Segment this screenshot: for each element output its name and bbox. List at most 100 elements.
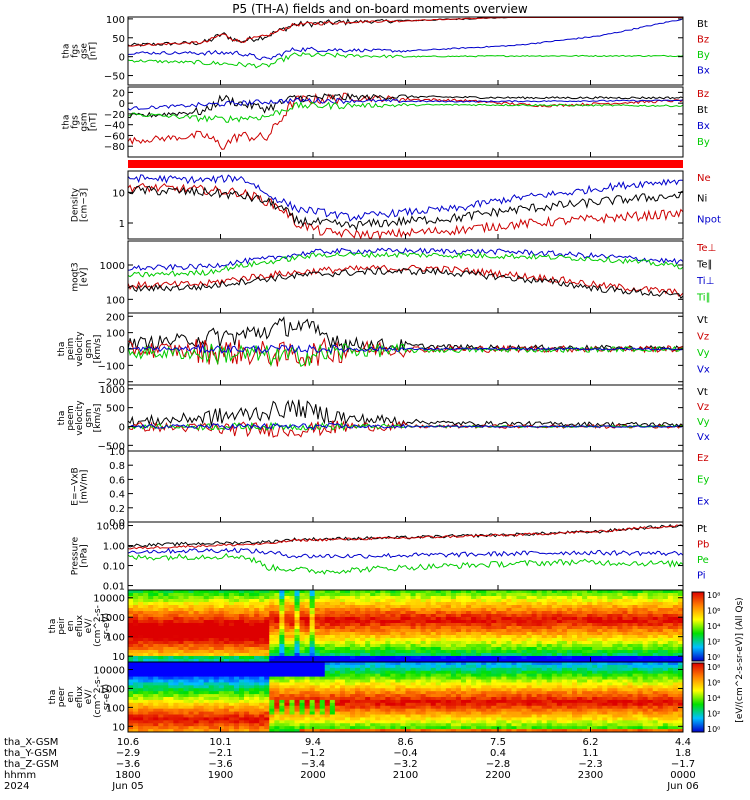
time-axis-hhmm-value: 2100 (393, 770, 418, 781)
colorbar-tick-bottom: 10⁸ (707, 663, 720, 672)
efield-frame (127, 450, 684, 523)
pressure-ytick-label: 10.00 (96, 522, 125, 533)
density-series-1 (127, 185, 684, 232)
peim_vel-ytick-label: 100 (106, 329, 125, 340)
colorbar-tick-bottom: 10² (707, 710, 720, 719)
peer_spec-ylabel-line: tha (48, 690, 58, 705)
colorbar: 10⁸10⁶10⁴10²10⁰10⁸10⁶10⁴10²10⁰[eV/(cm^2-… (691, 591, 745, 734)
fgs_gsm-legend-3: By (697, 137, 710, 148)
peim_vel-series-3 (127, 343, 684, 355)
colorbar-label: [eV/(cm^2-s-sr-eV)] (All Qs) (735, 597, 745, 722)
time-axis-hhmm-value: 2000 (300, 770, 325, 781)
panel-peem_vel: Vt Vz Vy Vx 1000 500 0 −500 tha peem velocity gsm [k… (57, 384, 710, 452)
efield-ytick-label: 1.0 (109, 447, 125, 458)
time-axis-hhmm-value: 2300 (578, 770, 603, 781)
temps-ylabel-line: [eV] (80, 268, 90, 287)
peer_spec-ytick-label: 100 (106, 703, 125, 714)
peir_spec-ylabel-line: en (66, 620, 76, 631)
peim_vel-ylabel-line: gsm (84, 339, 94, 358)
peim_vel-legend-2: Vy (697, 348, 710, 359)
pressure-legend-1: Pb (697, 540, 709, 551)
peem_vel-ytick-label: −500 (98, 441, 125, 452)
fgs_gse-ytick-label: −50 (104, 72, 125, 83)
peem_vel-ylabel-line: peem (66, 405, 76, 431)
peem_vel-legend-3: Vx (697, 432, 710, 443)
peem_vel-legend-2: Vy (697, 417, 710, 428)
fgs_gse-ytick-label: 100 (106, 15, 125, 26)
fgs_gsm-ytick-label: −80 (104, 142, 125, 153)
time-axis-row-label: tha_Y-GSM (4, 748, 57, 759)
fgs_gsm-series-1 (127, 92, 684, 119)
pressure-ytick-label: 0.01 (103, 582, 125, 593)
colorbar-bottom (691, 662, 705, 733)
peim_vel-legend-1: Vz (697, 332, 709, 343)
time-axis-z-value: −3.4 (301, 759, 325, 770)
temps-series-1 (127, 267, 684, 299)
time-axis-row-label: hhmm (4, 770, 36, 781)
pressure-series-2 (127, 552, 684, 575)
pressure-series-1 (127, 524, 684, 550)
time-axis-z-value: −2.3 (578, 759, 602, 770)
panel-peir_spec: 10000 1000 100 10 tha peir en eflux eV/(cm^2-s-s… (48, 589, 684, 663)
pressure-ylabel-line: [nPa] (80, 544, 90, 567)
peir_spec-ytick-label: 100 (106, 633, 125, 644)
fgs_gse-ylabel-line: tha (62, 44, 72, 59)
pressure-series-3 (127, 547, 684, 559)
peir_spec-ylabel-line: tha (48, 619, 58, 634)
density-series-2 (127, 174, 684, 222)
fgs_gse-ytick-label: 50 (112, 34, 125, 45)
peer_spec-ylabel-line: peer (57, 686, 67, 707)
fgs_gse-legend-3: Bx (697, 66, 710, 77)
time-axis-y-value: −0.4 (393, 748, 417, 759)
pressure-series-0 (127, 523, 684, 548)
time-axis-hhmm-value: 0000 (670, 770, 695, 781)
colorbar-tick-top: 10⁴ (707, 622, 720, 631)
fgs_gse-legend-1: Bz (697, 35, 709, 46)
peim_vel-legend-0: Vt (697, 315, 708, 326)
peim_vel-ytick-label: 200 (106, 312, 125, 323)
peer_spec-ylabel-line: eflux (75, 685, 85, 708)
peim_vel-ylabel-line: tha (57, 342, 67, 357)
panel-temps: Te⊥ Te∥ Ti⊥ Ti∥ 1000 100 moqt3 [eV] (71, 240, 716, 314)
peem_vel-ylabel-line: [km/s] (93, 404, 103, 433)
peem_vel-ylabel-line: gsm (84, 408, 94, 427)
time-axis: tha_X-GSMtha_Y-GSMtha_Z-GSMhhmm202410.6−… (4, 737, 699, 792)
peir_spec-ytick-label: 1000 (100, 613, 125, 624)
time-axis-x-value: 7.5 (490, 737, 506, 748)
fgs_gsm-ytick-label: −40 (104, 121, 125, 132)
density-ylabel-line: [cm−3] (80, 188, 90, 222)
fgs_gsm-ylabel-line: [nT] (89, 113, 99, 131)
temps-series-2 (127, 247, 684, 271)
peim_vel-ylabel-line: [km/s] (93, 335, 103, 364)
peem_vel-ylabel-line: velocity (75, 400, 85, 436)
time-axis-y-value: −2.1 (208, 748, 232, 759)
temps-legend-3: Ti∥ (696, 293, 711, 304)
time-axis-x-value: 10.1 (209, 737, 231, 748)
time-axis-row-label: tha_Z-GSM (4, 759, 59, 770)
peer_spec-ytick-label: 1000 (100, 685, 125, 696)
temps-ytick-label: 1000 (100, 261, 125, 272)
fgs_gse-legend-0: Bt (697, 19, 708, 30)
panel-separator-bar (128, 160, 683, 168)
fgs_gse-ytick-label: 0 (119, 53, 125, 64)
panel-fgs_gsm: Bz Bt Bx By 200−20−40−60−80 tha fgs gsm [nT] (62, 86, 710, 158)
efield-ytick-label: 0.6 (109, 475, 125, 486)
density-ylabel-line: Density (71, 187, 81, 222)
peem_vel-ytick-label: 500 (106, 404, 125, 415)
fgs_gsm-series-2 (127, 97, 684, 111)
fgs_gse-ylabel-line: [nT] (89, 42, 99, 60)
time-axis-y-value: −1.2 (301, 748, 325, 759)
peim_vel-ytick-label: −100 (98, 361, 125, 372)
fgs_gsm-legend-2: Bx (697, 121, 710, 132)
peer_spec-ytick-label: 10 (112, 722, 125, 733)
fgs_gsm-frame (127, 86, 684, 158)
peir_spec-ytick-label: 10000 (93, 594, 125, 605)
efield-legend-0: Ez (697, 453, 709, 464)
fgs_gsm-legend-1: Bt (697, 105, 708, 116)
temps-legend-0: Te⊥ (696, 243, 716, 254)
peer_spec-ylabel-line: sr-eV) (102, 684, 112, 710)
peem_vel-ytick-label: 0 (119, 423, 125, 434)
colorbar-tick-top: 10⁸ (707, 591, 720, 600)
peer_spec-ytick-label: 10000 (93, 666, 125, 677)
